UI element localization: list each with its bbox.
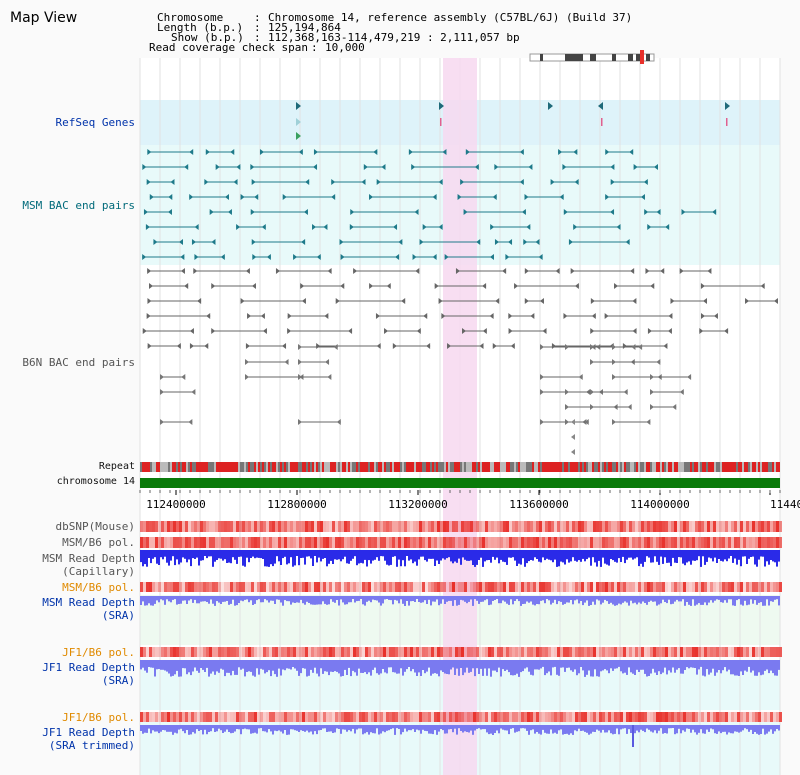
show-value: 112,368,163-114,479,219 : 2,111,057 bp — [268, 31, 520, 44]
axis-tick-label: 113600000 — [509, 498, 569, 511]
track-label-msm-depth-cap-1: MSM Read Depth — [42, 552, 135, 565]
length-label: Length (b.p.) — [157, 21, 244, 34]
axis-tick-label: 1144000 — [770, 498, 800, 511]
coverage-value: 10,000 — [325, 41, 365, 54]
track-label-msm-bac[interactable]: MSM BAC end pairs — [22, 199, 135, 212]
track-label-dbsnp: dbSNP(Mouse) — [55, 520, 135, 533]
track-label-jf1-b6-pol-2: JF1/B6 pol. — [62, 711, 135, 724]
track-label-msm-depth-sra-1: MSM Read Depth — [42, 596, 135, 609]
b6n-features — [142, 268, 778, 455]
repeat-track — [140, 462, 780, 472]
track-label-msm-depth-sra-2: (SRA) — [101, 609, 135, 622]
ideogram-icon — [529, 50, 655, 64]
position-axis: 112400000 112800000 113200000 113600000 1140… — [139, 490, 800, 511]
track-label-repeat: Repeat — [98, 461, 135, 472]
track-label-jf1-depth-1: JF1 Read Depth — [42, 661, 135, 674]
track-label-jf1-b6-pol-1: JF1/B6 pol. — [62, 646, 135, 659]
track-label-msm-b6-pol-1: MSM/B6 pol. — [62, 536, 135, 549]
track-label-msm-b6-pol-2: MSM/B6 pol. — [62, 581, 135, 594]
coverage-label: Read coverage check span — [149, 41, 308, 54]
axis-tick-label: 113200000 — [388, 498, 448, 511]
track-label-b6n-bac[interactable]: B6N BAC end pairs — [22, 356, 135, 369]
page-title: Map View — [10, 10, 78, 26]
axis-tick-label: 114000000 — [630, 498, 690, 511]
track-label-msm-depth-cap-2: (Capillary) — [62, 565, 135, 578]
chromosome-label: Chromosome — [157, 11, 224, 24]
axis-tick-label: 112400000 — [146, 498, 206, 511]
chromosome-bar — [140, 478, 780, 488]
axis-tick-label: 112800000 — [267, 498, 327, 511]
gene-arrow-icon — [296, 102, 730, 140]
chromosome-value: Chromosome 14, reference assembly (C57BL… — [268, 11, 633, 24]
show-label: Show (b.p.) — [171, 31, 244, 44]
track-label-chromosome: chromosome 14 — [56, 476, 135, 487]
track-label-jf1-trim-2: (SRA trimmed) — [48, 739, 135, 752]
track-label-jf1-depth-2: (SRA) — [101, 674, 135, 687]
track-label-jf1-trim-1: JF1 Read Depth — [42, 726, 135, 739]
bac-arrow-icon — [142, 149, 717, 260]
heatmap-tracks — [140, 521, 782, 747]
track-label-refseq[interactable]: RefSeq Genes — [55, 116, 135, 129]
length-value: 125,194,864 — [268, 21, 341, 34]
